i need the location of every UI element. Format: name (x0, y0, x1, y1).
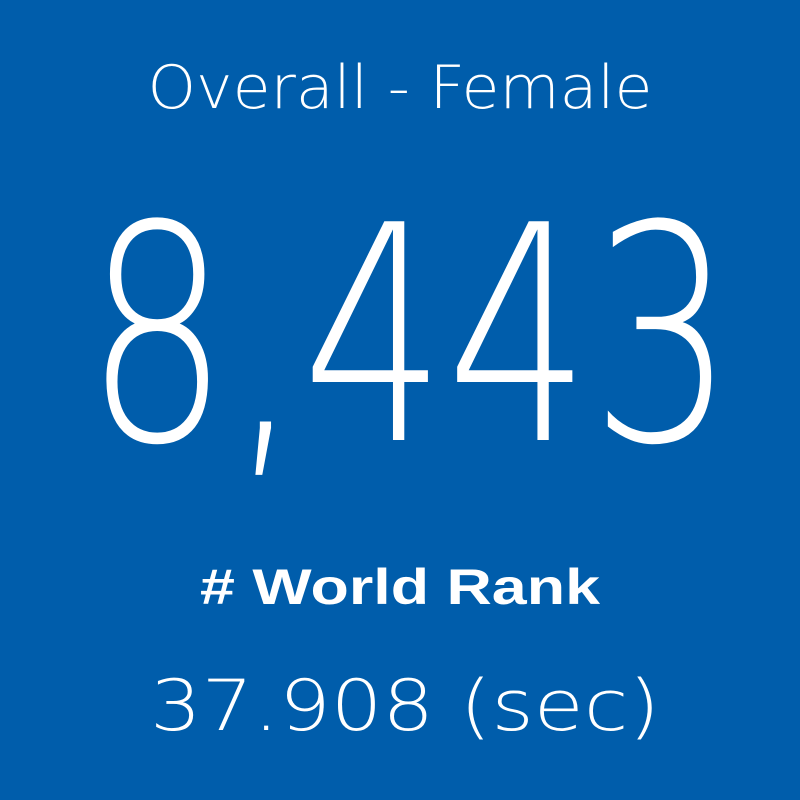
time-value: 37.908 (sec) (150, 665, 660, 747)
tile-title: Overall - Female (148, 53, 653, 123)
rank-label: # World Rank (200, 559, 600, 615)
rank-value: 8,443 (85, 162, 735, 511)
